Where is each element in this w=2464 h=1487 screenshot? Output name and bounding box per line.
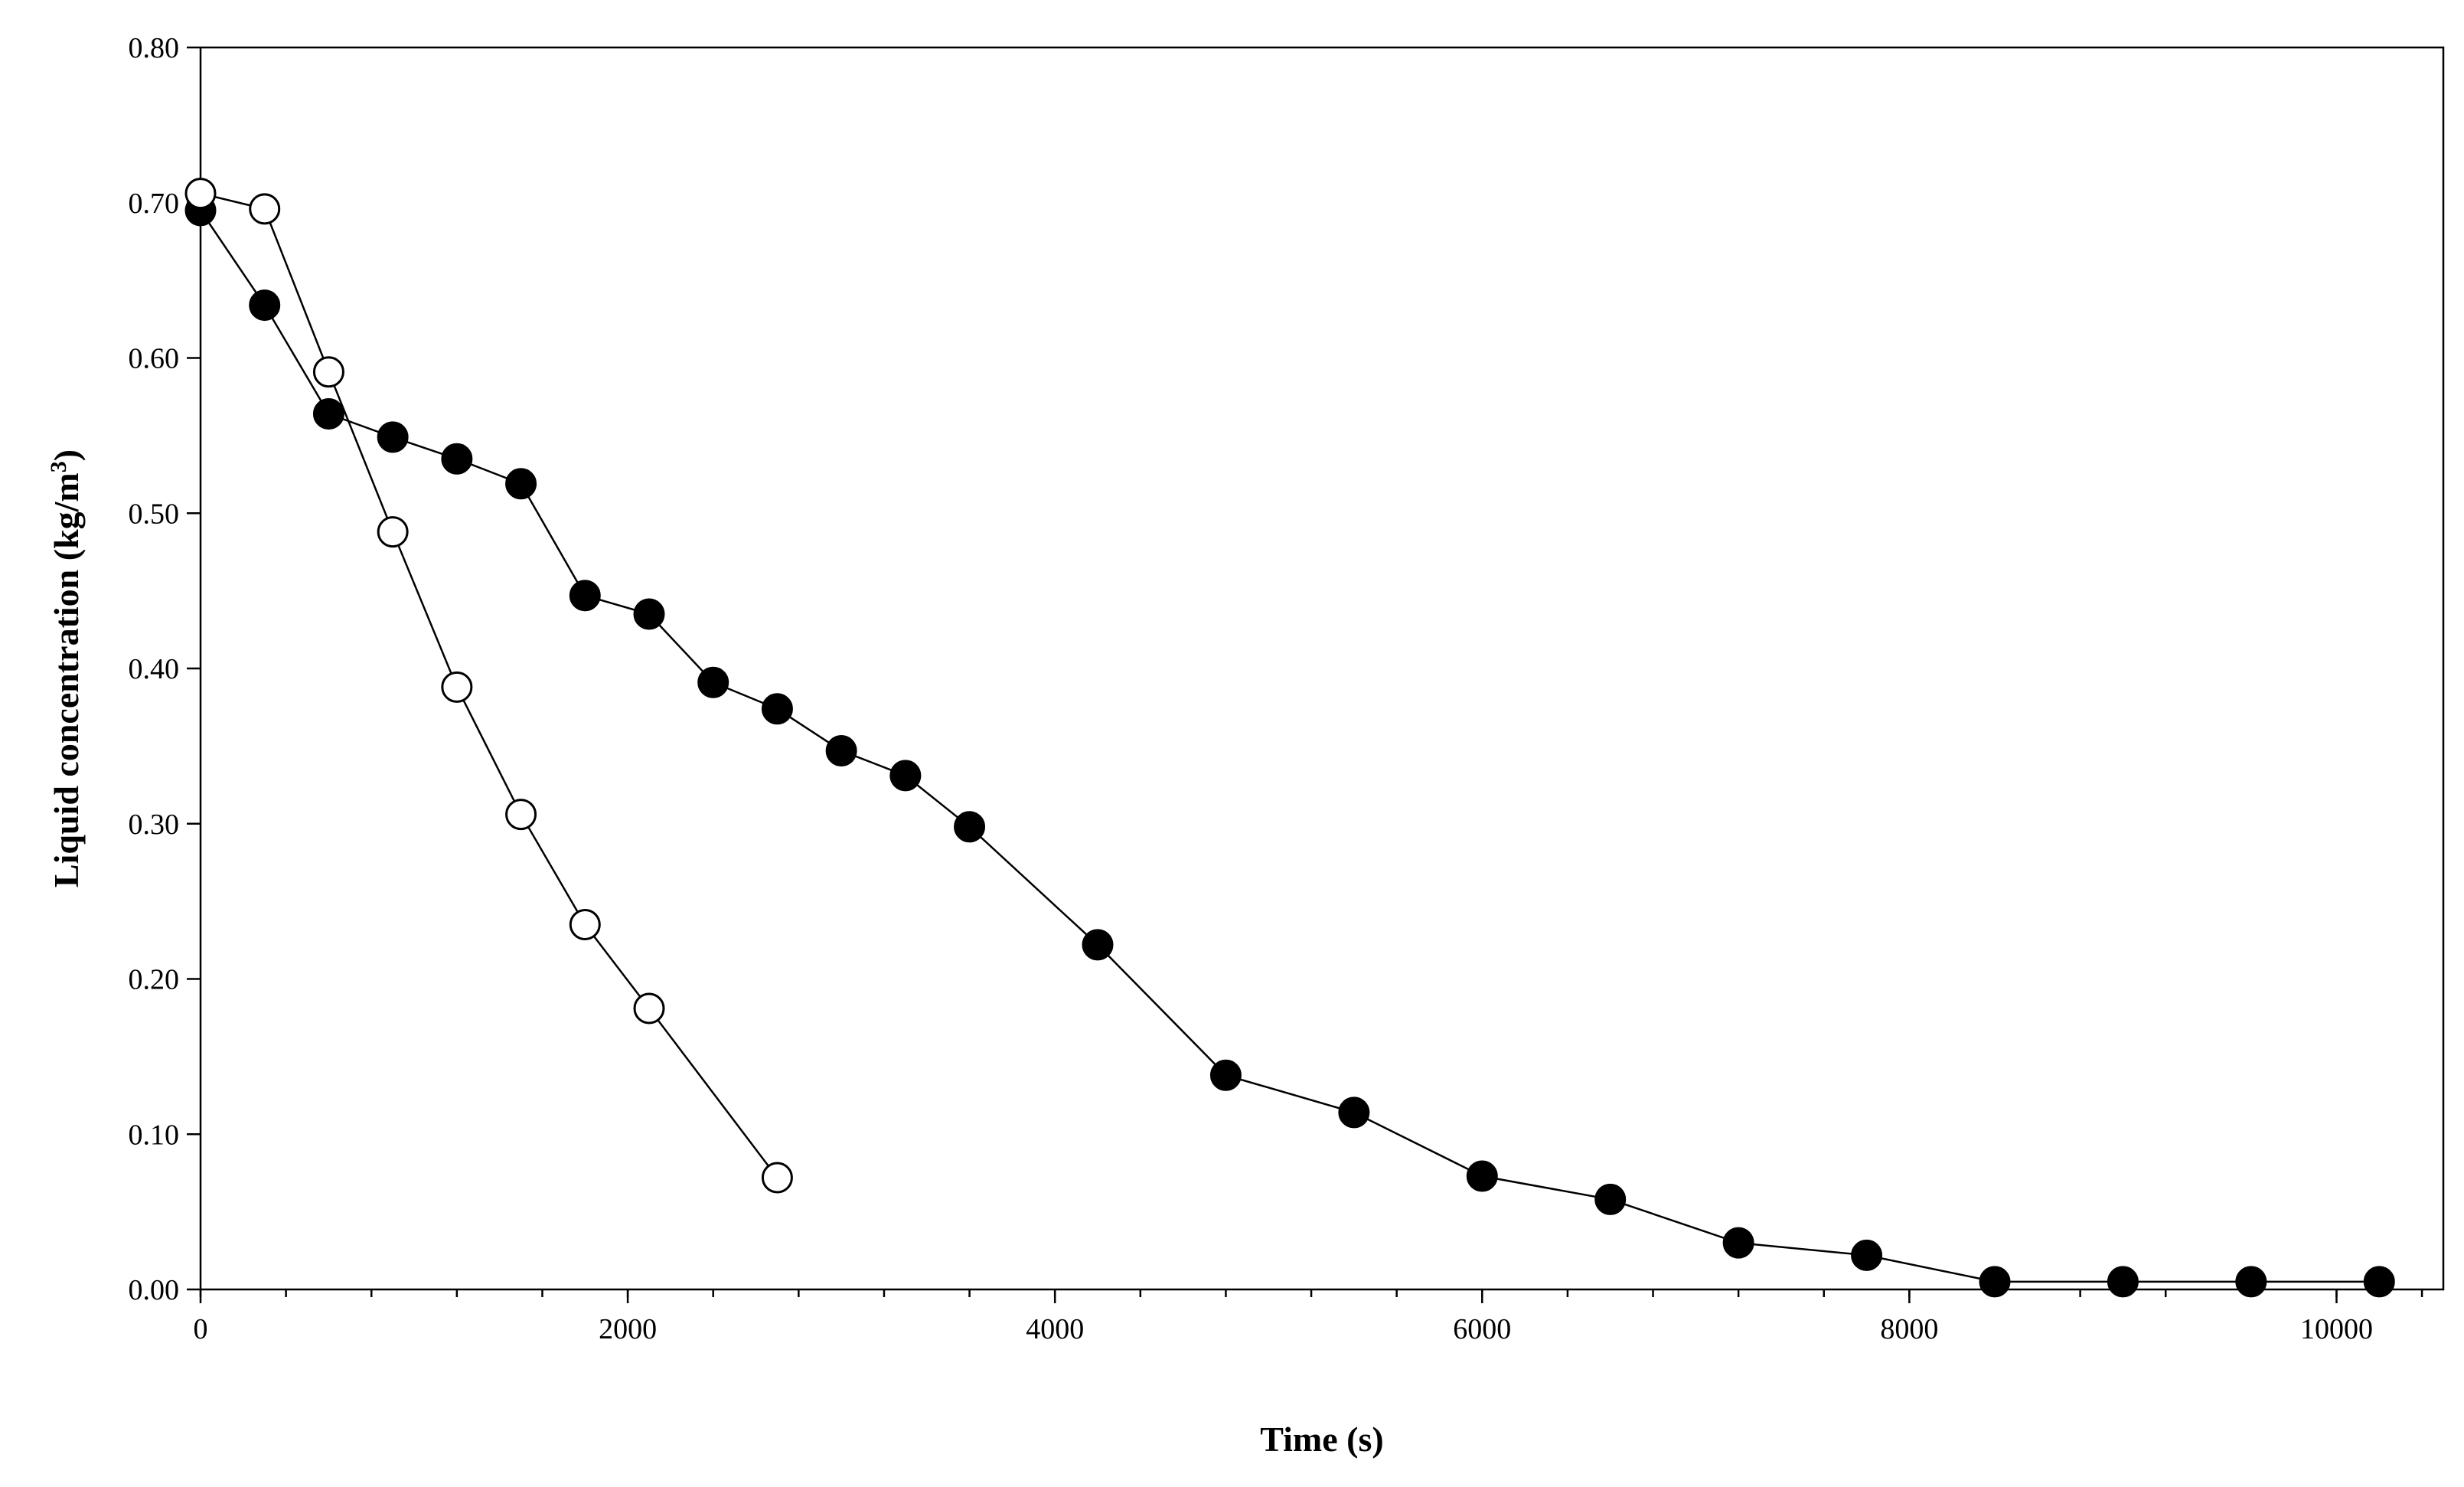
y-tick-label: 0.10 xyxy=(129,1119,180,1151)
y-axis-title-close: ) xyxy=(47,449,86,461)
y-axis-title-sup: 3 xyxy=(46,461,71,472)
data-point-open xyxy=(569,909,601,941)
series-layer xyxy=(184,178,2395,1298)
data-point-filled xyxy=(569,580,601,612)
y-axis-title-main: Liquid concentration (kg/m xyxy=(47,472,86,887)
series-line-open xyxy=(200,192,778,1178)
y-tick-label: 0.30 xyxy=(129,809,180,841)
data-point-filled xyxy=(2363,1266,2395,1298)
y-tick-label: 0.70 xyxy=(129,188,180,220)
data-point-filled xyxy=(505,468,537,500)
data-point-open xyxy=(312,356,344,388)
data-point-filled xyxy=(1979,1266,2011,1298)
data-point-filled xyxy=(889,760,922,792)
data-point-filled xyxy=(1082,929,1114,961)
series-line-filled xyxy=(199,210,2380,1283)
x-tick-label: 2000 xyxy=(599,1313,657,1345)
data-point-filled xyxy=(954,811,986,843)
data-point-open xyxy=(633,992,665,1025)
x-tick-label: 10000 xyxy=(2300,1313,2373,1345)
data-point-filled xyxy=(1338,1096,1370,1129)
y-tick-label: 0.00 xyxy=(129,1274,180,1306)
y-tick-label: 0.60 xyxy=(129,343,180,375)
data-point-open xyxy=(249,193,281,225)
data-point-filled xyxy=(1209,1059,1242,1091)
y-tick-label: 0.40 xyxy=(129,653,180,685)
data-point-filled xyxy=(377,421,409,453)
y-axis-title: Liquid concentration (kg/m3) xyxy=(46,449,86,887)
data-point-filled xyxy=(312,397,344,430)
x-tick-label: 8000 xyxy=(1880,1313,1938,1345)
data-point-open xyxy=(761,1162,793,1194)
data-point-filled xyxy=(2107,1266,2139,1298)
data-point-open xyxy=(441,671,473,703)
data-point-filled xyxy=(1722,1227,1754,1259)
x-axis-title: Time (s) xyxy=(1260,1420,1383,1459)
data-point-filled xyxy=(697,666,729,698)
data-point-filled xyxy=(633,598,665,630)
data-point-open xyxy=(184,178,217,210)
data-point-filled xyxy=(441,443,473,475)
data-point-open xyxy=(505,799,537,831)
y-tick-label: 0.20 xyxy=(129,964,180,996)
data-point-filled xyxy=(761,693,793,725)
y-tick-label: 0.50 xyxy=(129,498,180,530)
x-axis-ticks: 0 2000 4000 6000 8000 10000 xyxy=(194,1289,2423,1345)
y-tick-label: 0.80 xyxy=(129,32,180,64)
data-point-filled xyxy=(2235,1266,2267,1298)
x-tick-label: 4000 xyxy=(1026,1313,1084,1345)
data-point-filled xyxy=(1594,1183,1627,1215)
x-tick-label: 6000 xyxy=(1453,1313,1511,1345)
data-point-filled xyxy=(1466,1160,1498,1192)
data-point-filled xyxy=(249,289,281,322)
data-point-open xyxy=(377,516,409,548)
y-axis-ticks: 0.00 0.10 0.20 0.30 0.40 0.50 0.60 0.70 0.80 xyxy=(129,32,201,1306)
data-point-filled xyxy=(1851,1239,1883,1271)
x-tick-label: 0 xyxy=(194,1313,208,1345)
data-point-filled xyxy=(825,734,857,766)
